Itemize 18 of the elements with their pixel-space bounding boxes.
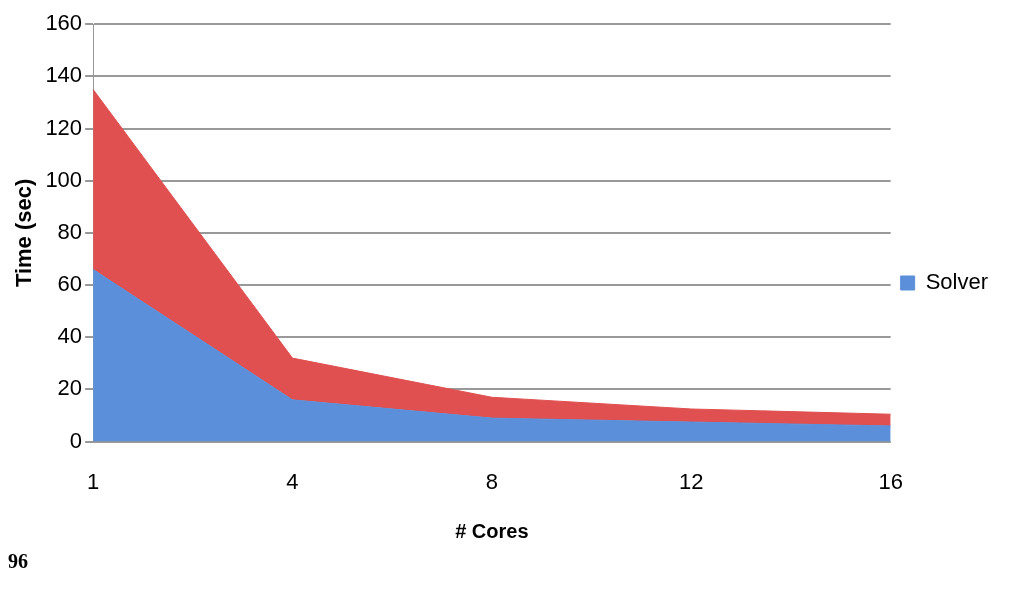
legend-label: Solver xyxy=(925,269,988,295)
y-axis-title: Time (sec) xyxy=(11,178,37,288)
y-tick-label: 100 xyxy=(45,166,83,192)
y-tick-label: 40 xyxy=(57,323,83,349)
y-tick-label: 0 xyxy=(69,427,83,453)
x-tick-label: 4 xyxy=(286,468,299,494)
x-tick-label: 8 xyxy=(485,468,498,494)
x-axis-title: # Cores xyxy=(455,519,529,542)
y-tick-label: 20 xyxy=(57,375,83,401)
text: 96 xyxy=(8,550,28,573)
x-tick-label: 1 xyxy=(86,468,100,494)
y-tick-label: 60 xyxy=(57,271,83,297)
y-tick-label: 140 xyxy=(45,62,83,88)
x-tick-label: 16 xyxy=(878,468,903,494)
y-tick-label: 80 xyxy=(57,218,83,244)
x-tick-label: 12 xyxy=(679,468,704,494)
y-tick-label: 160 xyxy=(45,10,83,36)
y-tick-label: 120 xyxy=(45,114,83,140)
